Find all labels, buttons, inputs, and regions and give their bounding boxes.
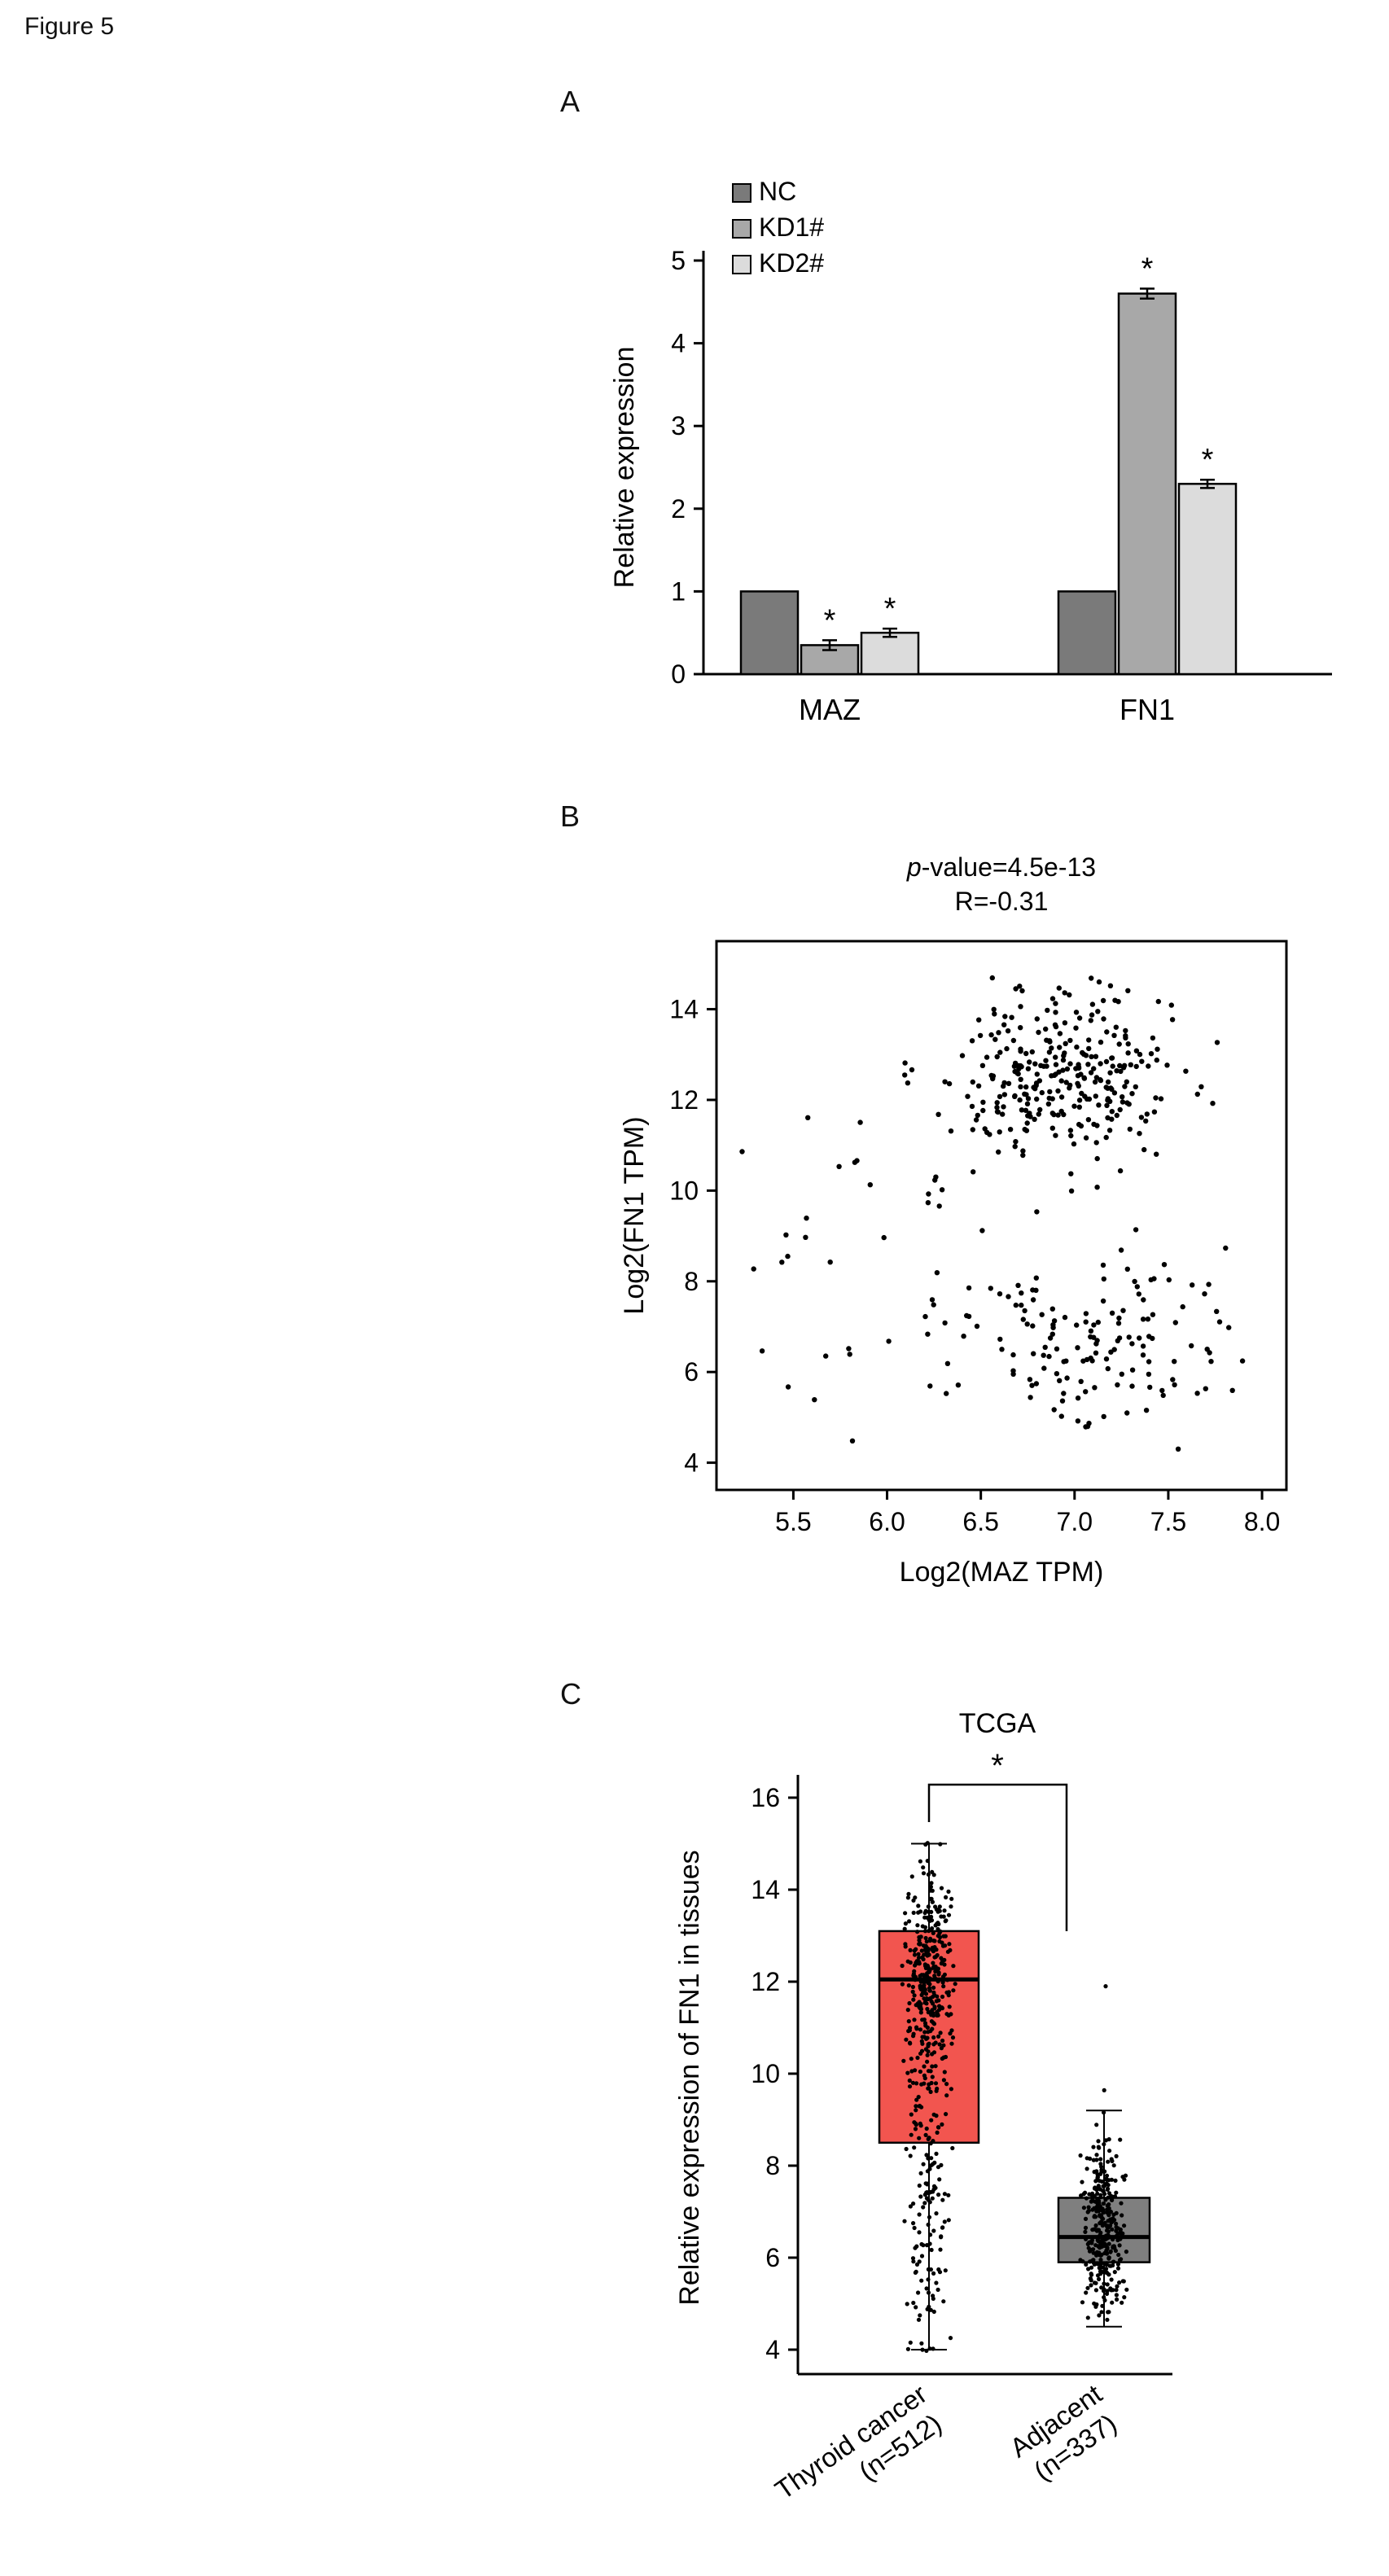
legend-label-NC: NC bbox=[759, 177, 796, 206]
scatter-title-pvalue: p-value=4.5e-13 bbox=[906, 852, 1096, 882]
significance-star: * bbox=[1141, 252, 1154, 287]
bar-FN1-NC bbox=[1057, 590, 1117, 676]
bar-group-MAZ: * * bbox=[739, 590, 920, 676]
box-title: TCGA bbox=[959, 1708, 1036, 1739]
significance-star: * bbox=[824, 603, 836, 637]
y-tick-label: 4 bbox=[765, 2335, 780, 2364]
y-tick-label: 4 bbox=[684, 1448, 699, 1478]
x-tick-label: 7.0 bbox=[1057, 1507, 1093, 1536]
legend-swatch-NC bbox=[732, 183, 751, 203]
x-tick-label: 7.5 bbox=[1150, 1507, 1186, 1536]
box-group-1 bbox=[878, 1841, 980, 2353]
bar-MAZ-KD2# bbox=[860, 631, 920, 676]
figure-title: Figure 5 bbox=[24, 13, 115, 40]
x-tick-label: 5.5 bbox=[775, 1507, 811, 1536]
legend-label-KD1#: KD1# bbox=[759, 212, 824, 242]
y-tick-label: 14 bbox=[669, 995, 699, 1024]
panel-b-label: B bbox=[560, 800, 581, 833]
x-axis-label: Log2(MAZ TPM) bbox=[900, 1557, 1104, 1588]
outlier-point bbox=[1103, 1984, 1108, 1989]
y-tick-label: 16 bbox=[751, 1783, 780, 1812]
box-group-2 bbox=[1057, 1984, 1151, 2328]
y-tick-label: 14 bbox=[751, 1875, 780, 1904]
y-tick-label: 6 bbox=[684, 1357, 699, 1387]
y-tick-label: 4 bbox=[671, 329, 686, 358]
y-axis-label: Log2(FN1 TPM) bbox=[619, 1116, 650, 1314]
x-tick-label: 6.0 bbox=[869, 1507, 905, 1536]
plot-frame bbox=[715, 940, 1288, 1492]
x-group-label-1: Thyroid cancer(n=512) bbox=[769, 2378, 947, 2505]
bar-FN1-KD2# bbox=[1177, 483, 1238, 676]
panel-c-label: C bbox=[560, 1677, 581, 1711]
significance-star: * bbox=[991, 1748, 1004, 1784]
significance-star: * bbox=[1202, 443, 1214, 477]
jitter-points bbox=[1078, 1984, 1129, 2322]
x-tick-label: 6.5 bbox=[962, 1507, 998, 1536]
legend-swatch-KD2# bbox=[732, 255, 751, 274]
error-bar bbox=[883, 627, 897, 638]
scatter-points bbox=[739, 975, 1246, 1452]
bar-group-FN1: ** bbox=[1057, 252, 1238, 676]
y-axis-label: Relative expression bbox=[609, 347, 640, 589]
y-axis-label: Relative expression of FN1 in tissues bbox=[674, 1850, 705, 2305]
legend-swatch-KD1# bbox=[732, 219, 751, 239]
significance-bracket bbox=[927, 1783, 1068, 1931]
x-category-label: MAZ bbox=[799, 693, 861, 726]
y-tick-label: 3 bbox=[671, 411, 686, 440]
y-tick-label: 0 bbox=[671, 659, 686, 689]
scatter-title-r: R=-0.31 bbox=[955, 887, 1049, 916]
jitter-points bbox=[900, 1841, 957, 2353]
error-bar bbox=[1200, 478, 1215, 489]
scatter-plot-panel-b: p-value=4.5e-13 R=-0.31 5.5 6.0 6.5 7.0 7.5 8.0… bbox=[619, 852, 1288, 1588]
box-plot-panel-c: TCGA 4 6 8 10 12 14 16 Relative expression of FN… bbox=[674, 1708, 1172, 2505]
y-tick-label: 1 bbox=[671, 576, 686, 606]
bar-MAZ-NC bbox=[739, 590, 800, 676]
box-axes bbox=[788, 1775, 1172, 2376]
x-category-label: FN1 bbox=[1120, 693, 1175, 726]
y-tick-label: 6 bbox=[765, 2243, 780, 2272]
y-tick-label: 10 bbox=[751, 2059, 780, 2088]
y-tick-label: 10 bbox=[669, 1176, 699, 1205]
bar-FN1-KD1# bbox=[1117, 292, 1177, 676]
y-tick-label: 5 bbox=[671, 246, 686, 275]
y-tick-label: 12 bbox=[669, 1085, 699, 1115]
x-tick-label: 8.0 bbox=[1244, 1507, 1280, 1536]
error-bar bbox=[1140, 287, 1155, 300]
legend: NC KD1# KD2# bbox=[732, 177, 824, 278]
error-bar bbox=[822, 639, 837, 651]
scatter-axes bbox=[707, 1008, 1264, 1500]
panel-a-label: A bbox=[560, 85, 581, 118]
x-group-label-2: Adjacent(n=337) bbox=[1005, 2378, 1122, 2486]
y-tick-label: 8 bbox=[765, 2151, 780, 2180]
significance-star: * bbox=[884, 592, 896, 626]
y-tick-label: 8 bbox=[684, 1267, 699, 1296]
y-tick-label: 12 bbox=[751, 1967, 780, 1996]
legend-label-KD2#: KD2# bbox=[759, 248, 824, 278]
y-tick-label: 2 bbox=[671, 494, 686, 524]
